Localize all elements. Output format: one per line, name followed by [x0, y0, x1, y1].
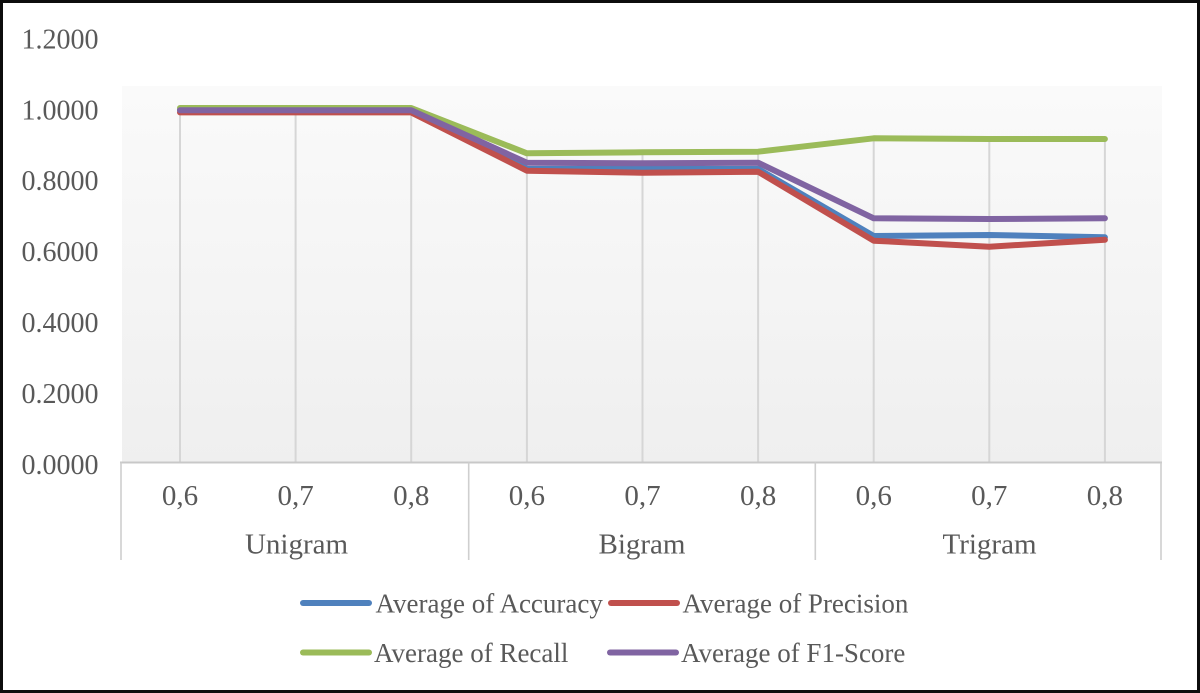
svg-text:Average of Accuracy: Average of Accuracy	[376, 588, 604, 618]
svg-text:Unigram: Unigram	[245, 529, 349, 561]
svg-text:1.0000: 1.0000	[22, 95, 99, 126]
svg-text:0.2000: 0.2000	[22, 379, 99, 410]
svg-text:0.0000: 0.0000	[22, 450, 99, 481]
svg-text:0.8000: 0.8000	[22, 166, 99, 197]
svg-text:Average of Recall: Average of Recall	[374, 638, 568, 668]
svg-text:0,6: 0,6	[509, 480, 545, 512]
svg-text:Bigram: Bigram	[599, 529, 686, 561]
svg-text:Trigram: Trigram	[943, 529, 1037, 561]
svg-text:0,6: 0,6	[856, 480, 892, 512]
svg-text:0,8: 0,8	[1087, 480, 1123, 512]
svg-text:0,8: 0,8	[393, 480, 429, 512]
svg-text:0,8: 0,8	[740, 480, 776, 512]
svg-text:0,7: 0,7	[971, 480, 1007, 512]
svg-text:Average of F1-Score: Average of F1-Score	[681, 638, 905, 668]
svg-text:0,7: 0,7	[277, 480, 313, 512]
svg-text:0.6000: 0.6000	[22, 237, 99, 268]
svg-text:0,6: 0,6	[162, 480, 198, 512]
svg-text:1.2000: 1.2000	[22, 24, 99, 55]
svg-text:Average of Precision: Average of Precision	[683, 588, 909, 618]
svg-text:0.4000: 0.4000	[22, 308, 99, 339]
svg-text:0,7: 0,7	[624, 480, 660, 512]
